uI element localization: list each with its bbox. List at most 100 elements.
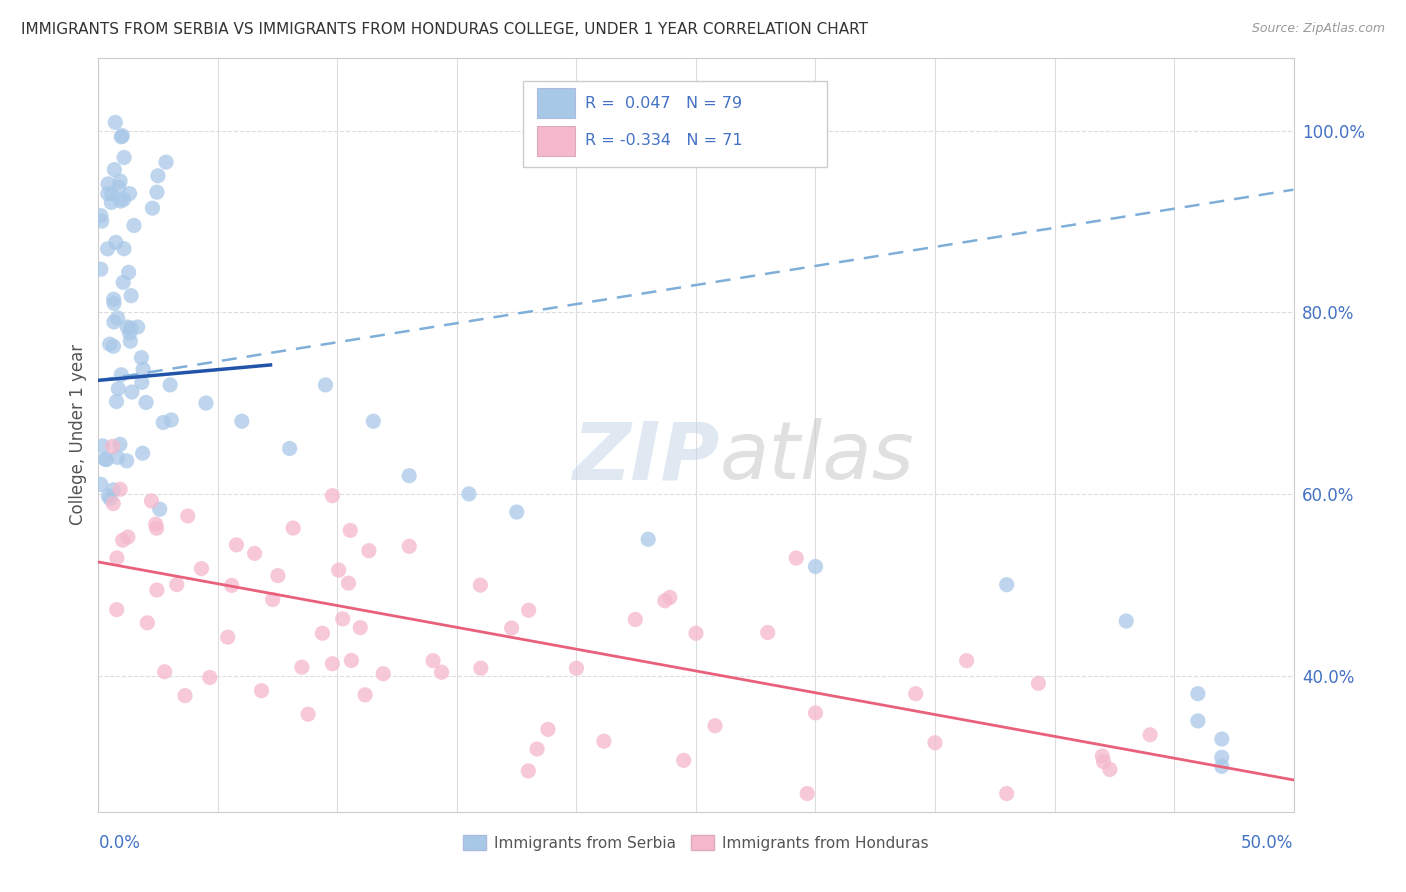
Point bbox=[1211, 759, 1233, 773]
Point bbox=[152, 416, 174, 430]
Point bbox=[283, 521, 305, 535]
Point bbox=[321, 489, 343, 503]
Point bbox=[120, 334, 142, 348]
Text: 50.0%: 50.0% bbox=[1241, 834, 1294, 853]
Point bbox=[422, 654, 444, 668]
Point bbox=[91, 439, 114, 453]
Point bbox=[159, 378, 181, 392]
Point bbox=[704, 719, 727, 733]
Point bbox=[924, 736, 946, 750]
Point bbox=[654, 594, 676, 608]
Point bbox=[112, 242, 135, 256]
Point bbox=[103, 339, 125, 353]
Text: Source: ZipAtlas.com: Source: ZipAtlas.com bbox=[1251, 22, 1385, 36]
Point bbox=[98, 491, 121, 506]
Point bbox=[103, 292, 125, 306]
Point bbox=[105, 551, 128, 566]
Text: R =  0.047   N = 79: R = 0.047 N = 79 bbox=[585, 95, 742, 111]
Point bbox=[250, 683, 273, 698]
Point bbox=[103, 483, 125, 497]
Point bbox=[146, 582, 169, 597]
Point bbox=[1098, 763, 1121, 777]
Point bbox=[190, 561, 212, 575]
Point bbox=[149, 502, 172, 516]
Point bbox=[593, 734, 616, 748]
Point bbox=[315, 378, 337, 392]
Point bbox=[100, 186, 122, 201]
Point bbox=[278, 442, 301, 456]
Text: ZIP: ZIP bbox=[572, 418, 720, 497]
Point bbox=[804, 559, 827, 574]
Point bbox=[231, 414, 253, 428]
Point bbox=[804, 706, 827, 720]
Point bbox=[90, 262, 112, 277]
Point bbox=[110, 368, 132, 382]
Point bbox=[328, 563, 350, 577]
Point bbox=[221, 578, 243, 592]
Point bbox=[756, 625, 779, 640]
Point bbox=[97, 186, 120, 201]
Point bbox=[291, 660, 314, 674]
Point bbox=[637, 533, 659, 547]
Point bbox=[1028, 676, 1050, 690]
Point bbox=[117, 320, 139, 334]
Point bbox=[111, 533, 134, 548]
Point bbox=[796, 787, 818, 801]
Point bbox=[108, 483, 131, 497]
Point bbox=[115, 454, 138, 468]
Point bbox=[398, 539, 420, 553]
Point bbox=[311, 626, 333, 640]
Point bbox=[658, 591, 681, 605]
Point bbox=[1139, 728, 1161, 742]
Point bbox=[349, 621, 371, 635]
Point bbox=[430, 665, 453, 680]
Point bbox=[517, 603, 540, 617]
Point bbox=[110, 194, 132, 208]
Point bbox=[117, 530, 139, 544]
Point bbox=[354, 688, 377, 702]
Point bbox=[177, 508, 200, 523]
Point bbox=[337, 576, 360, 591]
Legend: Immigrants from Serbia, Immigrants from Honduras: Immigrants from Serbia, Immigrants from … bbox=[457, 829, 935, 857]
Point bbox=[198, 670, 221, 684]
Point bbox=[339, 524, 361, 538]
Point bbox=[97, 489, 120, 503]
Point bbox=[104, 115, 127, 129]
Point bbox=[110, 129, 132, 144]
Point bbox=[340, 653, 363, 667]
Point bbox=[111, 128, 134, 143]
Point bbox=[332, 612, 354, 626]
Point bbox=[135, 395, 157, 409]
Point bbox=[100, 195, 122, 210]
Text: R = -0.334   N = 71: R = -0.334 N = 71 bbox=[585, 134, 742, 148]
Bar bbox=[537, 126, 575, 156]
Point bbox=[103, 162, 125, 177]
Point bbox=[373, 666, 395, 681]
Bar bbox=[537, 88, 575, 119]
Point bbox=[363, 414, 385, 428]
Point bbox=[1091, 749, 1114, 764]
Point bbox=[136, 615, 159, 630]
Point bbox=[166, 577, 188, 591]
Point bbox=[155, 155, 177, 169]
Point bbox=[105, 394, 128, 409]
Point bbox=[624, 612, 647, 626]
Point bbox=[146, 169, 169, 183]
Point bbox=[107, 450, 129, 465]
Point bbox=[357, 543, 380, 558]
Point bbox=[141, 494, 163, 508]
Point bbox=[112, 151, 135, 165]
Point bbox=[458, 487, 481, 501]
Point bbox=[956, 654, 979, 668]
Text: atlas: atlas bbox=[720, 418, 915, 497]
Point bbox=[267, 568, 290, 582]
Point bbox=[565, 661, 588, 675]
Point bbox=[526, 742, 548, 756]
Point bbox=[104, 235, 127, 250]
Point bbox=[107, 382, 129, 396]
Point bbox=[107, 180, 129, 194]
Point bbox=[103, 315, 125, 329]
Point bbox=[501, 621, 523, 635]
Point bbox=[217, 630, 239, 644]
Point bbox=[146, 185, 169, 199]
